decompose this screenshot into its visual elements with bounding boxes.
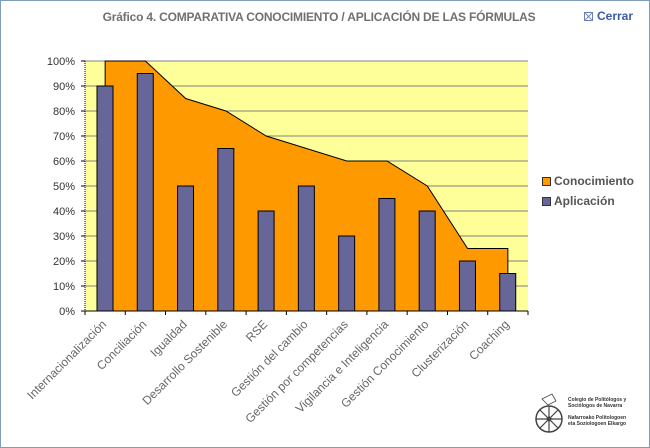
y-tick-label: 50% bbox=[53, 181, 75, 193]
legend-item-conocimiento: Conocimiento bbox=[542, 171, 634, 191]
y-tick-label: 30% bbox=[53, 231, 75, 243]
bar-aplicacion bbox=[458, 260, 476, 312]
bar-aplicacion bbox=[338, 235, 356, 312]
y-tick-label: 80% bbox=[53, 106, 75, 118]
bar-aplicacion bbox=[499, 273, 517, 312]
bar-aplicacion bbox=[418, 210, 436, 312]
wheel-emblem-icon bbox=[535, 393, 563, 433]
close-button[interactable]: Cerrar bbox=[584, 9, 633, 23]
y-tick-label: 20% bbox=[53, 256, 75, 268]
y-tick-label: 70% bbox=[53, 131, 75, 143]
y-tick-label: 60% bbox=[53, 156, 75, 168]
y-tick-label: 90% bbox=[53, 81, 75, 93]
bar-aplicacion bbox=[96, 85, 114, 312]
area-outline bbox=[104, 60, 509, 311]
bar-aplicacion bbox=[378, 198, 396, 312]
logo-text-spanish: Colegio de Politólogos y Sociólogos de N… bbox=[568, 397, 627, 409]
bar-aplicacion bbox=[217, 148, 235, 312]
y-tick-label: 100% bbox=[47, 56, 75, 68]
legend-swatch-aplicacion bbox=[542, 196, 551, 206]
y-tick-label: 0% bbox=[59, 306, 75, 318]
bar-aplicacion bbox=[177, 185, 195, 312]
bar-aplicacion bbox=[297, 185, 315, 312]
close-label: Cerrar bbox=[597, 9, 634, 23]
bar-aplicacion bbox=[136, 73, 154, 312]
legend-item-aplicacion: Aplicación bbox=[542, 191, 634, 211]
legend-label: Conocimiento bbox=[554, 174, 634, 188]
x-category-label: RSE bbox=[243, 317, 270, 344]
legend-swatch-conocimiento bbox=[542, 176, 551, 186]
chart-title-text: Gráfico 4. COMPARATIVA CONOCIMIENTO / AP… bbox=[102, 10, 536, 24]
legend: Conocimiento Aplicación bbox=[542, 171, 634, 211]
close-box-icon bbox=[584, 11, 593, 21]
x-category-label: Coaching bbox=[466, 317, 512, 363]
x-category-label: Gestión del cambio bbox=[228, 317, 311, 400]
bar-aplicacion bbox=[257, 210, 275, 312]
y-tick-label: 40% bbox=[53, 206, 75, 218]
logo-text-basque: Nafarroako Politologoen eta Soziologoen … bbox=[568, 415, 627, 427]
y-tick-label: 10% bbox=[53, 281, 75, 293]
legend-label: Aplicación bbox=[554, 194, 615, 208]
college-logo: Colegio de Politólogos y Sociólogos de N… bbox=[532, 391, 644, 443]
chart-title: Gráfico 4. COMPARATIVA CONOCIMIENTO / AP… bbox=[0, 10, 650, 24]
